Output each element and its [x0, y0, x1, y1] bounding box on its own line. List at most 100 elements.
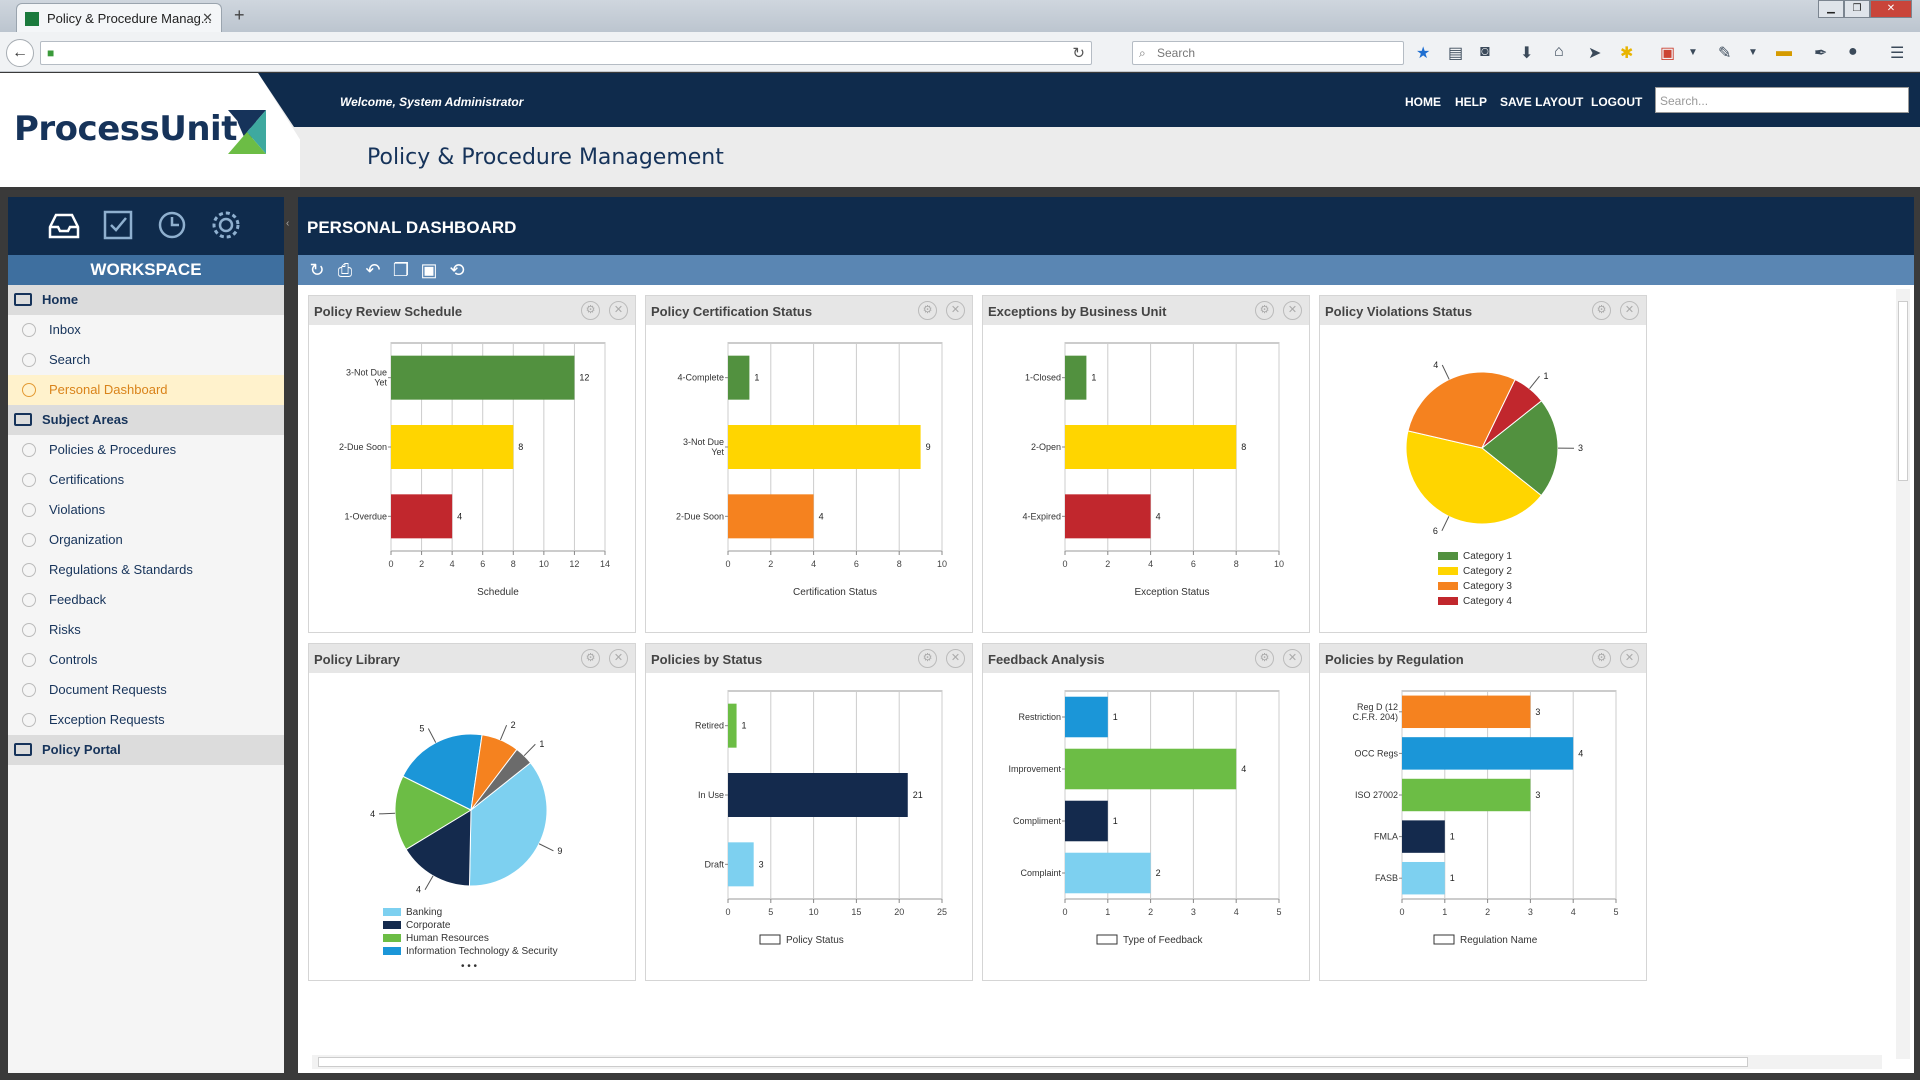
- horizontal-scrollbar[interactable]: [312, 1055, 1882, 1069]
- translate-icon[interactable]: ▣: [1660, 45, 1676, 62]
- browser-tab[interactable]: Policy & Procedure Manag... ✕: [16, 3, 222, 32]
- widget-header[interactable]: Policies by Regulation ⚙ ✕: [1320, 644, 1646, 673]
- widget-settings-icon[interactable]: ⚙: [918, 301, 937, 320]
- widget-header[interactable]: Policy Certification Status ⚙ ✕: [646, 296, 972, 325]
- chart-svg: 0 2 4 6 8 10 1 1-Closed 8 2-Open 4 4-Expired Excepti…: [1022, 342, 1284, 598]
- maximize-icon[interactable]: ❐: [1844, 0, 1870, 18]
- data-label: 1: [1450, 873, 1455, 883]
- legend-swatch: [1438, 567, 1458, 575]
- widget-close-icon[interactable]: ✕: [1620, 301, 1639, 320]
- sidebar-item-0[interactable]: Home: [8, 285, 284, 315]
- collapse-sidebar-icon[interactable]: ‹: [286, 218, 290, 229]
- tick-label: 8: [1234, 559, 1239, 569]
- nav-home[interactable]: HOME: [1405, 95, 1441, 109]
- sidebar-item-15[interactable]: Policy Portal: [8, 735, 284, 765]
- widget-settings-icon[interactable]: ⚙: [581, 649, 600, 668]
- minimize-icon[interactable]: ▁: [1818, 0, 1844, 18]
- sidebar-item-label: Search: [49, 352, 91, 367]
- widget-close-icon[interactable]: ✕: [1283, 301, 1302, 320]
- refresh-icon[interactable]: ↻: [309, 260, 325, 280]
- history-icon[interactable]: [154, 207, 190, 243]
- back-icon[interactable]: ←: [6, 39, 34, 67]
- widget-header[interactable]: Policy Violations Status ⚙ ✕: [1320, 296, 1646, 325]
- undo-icon[interactable]: ↶: [365, 260, 381, 280]
- pin-icon[interactable]: ✒: [1814, 45, 1828, 62]
- dashboard-toolbar: ↻ ⎙ ↶ ❐ ▣ ⟲: [298, 255, 1914, 285]
- tick-label: 10: [1274, 559, 1284, 569]
- sidebar-item-3[interactable]: Personal Dashboard: [8, 375, 284, 405]
- sidebar-item-5[interactable]: Policies & Procedures: [8, 435, 284, 465]
- close-tab-icon[interactable]: ✕: [202, 10, 213, 25]
- widget-header[interactable]: Policy Library ⚙ ✕: [309, 644, 635, 673]
- sidebar-item-9[interactable]: Regulations & Standards: [8, 555, 284, 585]
- widget-close-icon[interactable]: ✕: [1283, 649, 1302, 668]
- sidebar-item-13[interactable]: Document Requests: [8, 675, 284, 705]
- chat-icon[interactable]: ●: [1848, 43, 1858, 60]
- arrow-circle-icon: [22, 623, 36, 637]
- widget-close-icon[interactable]: ✕: [946, 649, 965, 668]
- vertical-scrollbar[interactable]: [1896, 289, 1910, 1059]
- browser-search-input[interactable]: ⌕ Search: [1132, 41, 1404, 65]
- widget-close-icon[interactable]: ✕: [946, 301, 965, 320]
- bookmark-star-icon[interactable]: ★: [1416, 45, 1431, 62]
- menu-icon[interactable]: ☰: [1890, 45, 1905, 62]
- url-bar[interactable]: ■ ↻: [40, 41, 1092, 65]
- bookmarks-icon[interactable]: ▤: [1448, 45, 1464, 62]
- widget-close-icon[interactable]: ✕: [609, 301, 628, 320]
- dropdown-icon[interactable]: ▼: [1748, 47, 1758, 58]
- nav-save-layout[interactable]: SAVE LAYOUT: [1500, 95, 1584, 109]
- save-icon[interactable]: ▣: [420, 260, 438, 280]
- widget-settings-icon[interactable]: ⚙: [1592, 301, 1611, 320]
- new-tab-icon[interactable]: +: [234, 5, 245, 25]
- sidebar-item-11[interactable]: Risks: [8, 615, 284, 645]
- sidebar-item-10[interactable]: Feedback: [8, 585, 284, 615]
- widget-settings-icon[interactable]: ⚙: [1255, 301, 1274, 320]
- home-icon[interactable]: ⌂: [1554, 43, 1564, 60]
- sidebar-item-12[interactable]: Controls: [8, 645, 284, 675]
- tick-label: 8: [897, 559, 902, 569]
- tick-label: 4: [1234, 907, 1239, 917]
- print-icon[interactable]: ⎙: [337, 260, 353, 280]
- bar: [1065, 852, 1151, 894]
- widget-close-icon[interactable]: ✕: [1620, 649, 1639, 668]
- widget-close-icon[interactable]: ✕: [609, 649, 628, 668]
- widget-header[interactable]: Feedback Analysis ⚙ ✕: [983, 644, 1309, 673]
- sidebar-item-6[interactable]: Certifications: [8, 465, 284, 495]
- dropdown-icon[interactable]: ▼: [1688, 47, 1698, 58]
- tick-label: 0: [725, 907, 730, 917]
- reload-icon[interactable]: ↻: [1072, 45, 1085, 62]
- pocket-icon[interactable]: ◙: [1480, 43, 1490, 60]
- checklist-icon[interactable]: [100, 207, 136, 243]
- sidebar-icon-bar: [8, 197, 284, 255]
- copy-icon[interactable]: ❐: [392, 260, 410, 280]
- tick-label: 5: [1613, 907, 1618, 917]
- sidebar-item-8[interactable]: Organization: [8, 525, 284, 555]
- widget-settings-icon[interactable]: ⚙: [918, 649, 937, 668]
- send-icon[interactable]: ➤: [1588, 45, 1602, 62]
- close-window-icon[interactable]: ✕: [1870, 0, 1912, 18]
- addon-icon[interactable]: ✱: [1620, 45, 1634, 62]
- widget-header[interactable]: Policies by Status ⚙ ✕: [646, 644, 972, 673]
- widget-settings-icon[interactable]: ⚙: [1255, 649, 1274, 668]
- sidebar-item-1[interactable]: Inbox: [8, 315, 284, 345]
- inbox-tray-icon[interactable]: [46, 207, 82, 243]
- app-search-input[interactable]: Search...: [1655, 87, 1909, 113]
- download-icon[interactable]: ⬇: [1520, 45, 1534, 62]
- sidebar-item-14[interactable]: Exception Requests: [8, 705, 284, 735]
- sidebar-item-2[interactable]: Search: [8, 345, 284, 375]
- extension-icon[interactable]: ✎: [1718, 45, 1732, 62]
- sidebar-item-7[interactable]: Violations: [8, 495, 284, 525]
- widget-settings-icon[interactable]: ⚙: [1592, 649, 1611, 668]
- nav-logout[interactable]: LOGOUT: [1591, 95, 1643, 109]
- ruler-icon[interactable]: ▬: [1776, 43, 1792, 60]
- logo[interactable]: ProcessUnity: [14, 109, 259, 149]
- chart: 0 1 2 3 4 5 3 Reg D (12 C.F.R. 204) 4 OCC Regs 3 ISO…: [1320, 673, 1646, 980]
- sidebar-item-4[interactable]: Subject Areas: [8, 405, 284, 435]
- category-label: 3-Not Due: [346, 368, 387, 378]
- gear-icon[interactable]: [208, 207, 244, 243]
- nav-help[interactable]: HELP: [1455, 95, 1488, 109]
- widget-settings-icon[interactable]: ⚙: [581, 301, 600, 320]
- widget-header[interactable]: Exceptions by Business Unit ⚙ ✕: [983, 296, 1309, 325]
- reset-layout-icon[interactable]: ⟲: [449, 260, 465, 280]
- widget-header[interactable]: Policy Review Schedule ⚙ ✕: [309, 296, 635, 325]
